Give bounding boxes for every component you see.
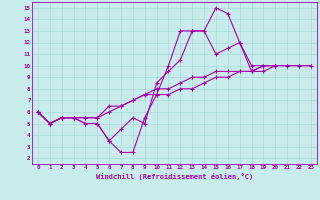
X-axis label: Windchill (Refroidissement éolien,°C): Windchill (Refroidissement éolien,°C)	[96, 173, 253, 180]
